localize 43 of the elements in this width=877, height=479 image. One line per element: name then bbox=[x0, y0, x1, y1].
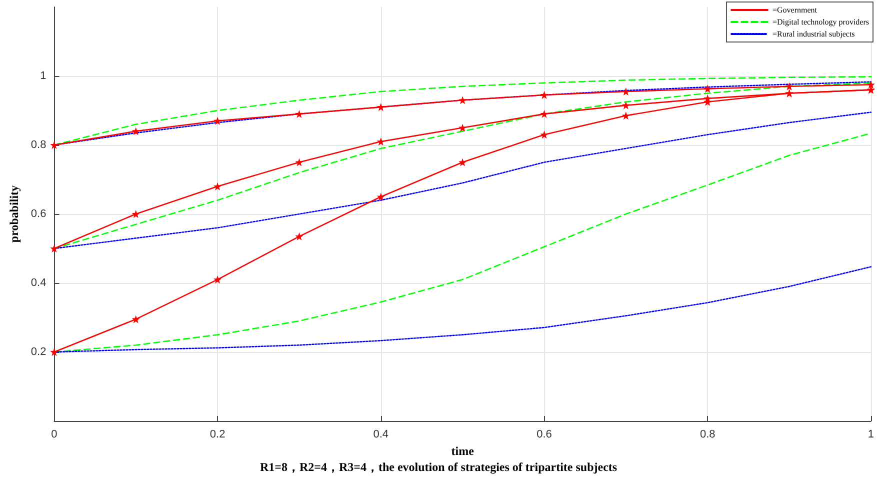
point bbox=[376, 138, 385, 146]
point bbox=[376, 192, 385, 201]
y-tick-label: 0.4 bbox=[30, 277, 46, 289]
point bbox=[376, 103, 385, 112]
point bbox=[540, 130, 548, 139]
point bbox=[295, 232, 304, 240]
point bbox=[866, 80, 875, 89]
point bbox=[214, 116, 222, 125]
point bbox=[214, 276, 222, 284]
point bbox=[458, 158, 467, 166]
point bbox=[622, 88, 630, 96]
y-tick-label: 0.2 bbox=[30, 346, 46, 358]
y-axis-title: probability bbox=[7, 185, 21, 243]
x-axis-title: time bbox=[451, 444, 475, 458]
point bbox=[50, 348, 58, 356]
point bbox=[295, 110, 304, 118]
y-tick-label: 0.6 bbox=[30, 208, 46, 220]
legend-label: =Rural industrial subjects bbox=[772, 30, 855, 38]
x-tick-label: 1 bbox=[868, 428, 874, 440]
x-tick-label: 0.2 bbox=[210, 428, 226, 440]
point bbox=[214, 182, 222, 190]
point bbox=[295, 158, 304, 166]
point bbox=[704, 84, 712, 93]
point bbox=[132, 127, 140, 136]
x-tick-label: 0.8 bbox=[700, 428, 716, 440]
x-tick-label: 0 bbox=[51, 428, 58, 440]
point bbox=[622, 112, 630, 120]
point bbox=[785, 82, 794, 90]
x-tick-label: 0.6 bbox=[536, 428, 552, 440]
point bbox=[50, 244, 58, 252]
point bbox=[540, 90, 548, 99]
point bbox=[540, 110, 548, 118]
point bbox=[132, 315, 140, 324]
legend-label: =Government bbox=[772, 6, 818, 14]
legend-label: =Digital technology providers bbox=[772, 18, 870, 26]
point bbox=[622, 101, 630, 110]
x-tick-label: 0.4 bbox=[373, 428, 389, 440]
point bbox=[458, 124, 467, 132]
point bbox=[458, 96, 467, 104]
y-tick-label: 0.8 bbox=[30, 139, 46, 151]
y-tick-label: 1 bbox=[40, 70, 46, 82]
text: R1=8，R2=4，R3=4，the evolution of strategies of tripartite subjects bbox=[260, 460, 618, 474]
point bbox=[132, 210, 140, 218]
